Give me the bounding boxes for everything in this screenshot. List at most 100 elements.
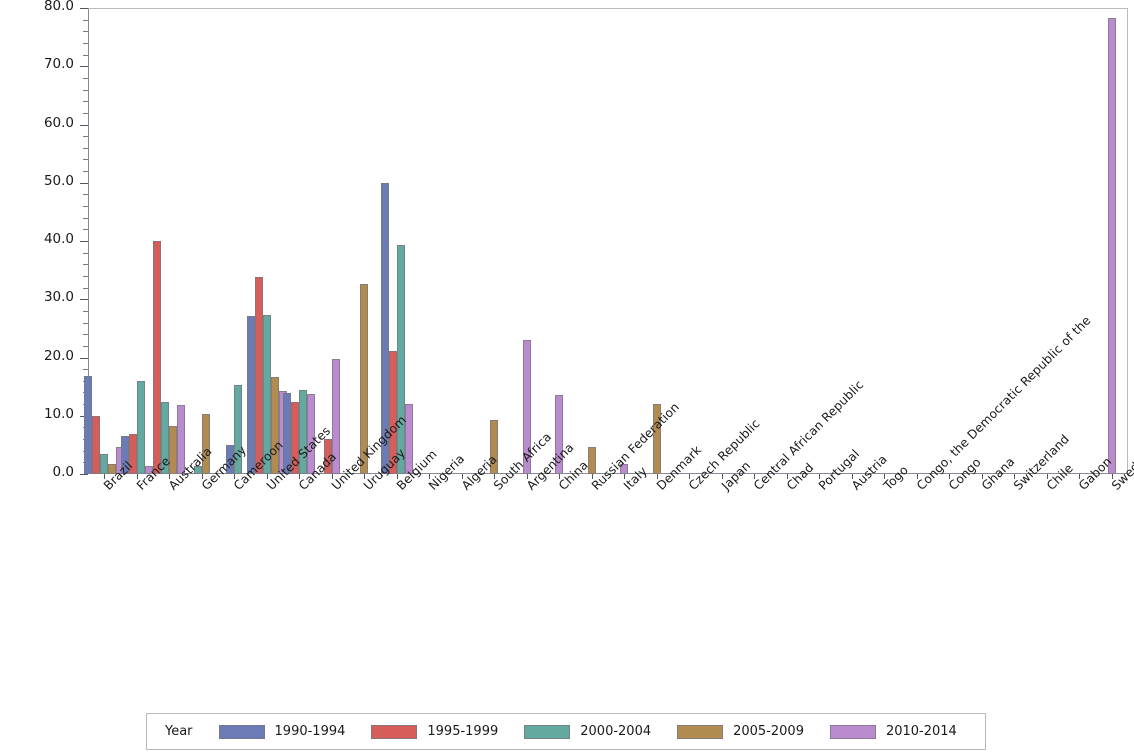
bar (270, 377, 279, 474)
legend-label: 2010-2014 (885, 724, 957, 739)
bar (234, 384, 243, 474)
bar (587, 447, 596, 474)
x-axis-tick (981, 474, 983, 479)
legend-color-swatch (829, 724, 876, 739)
y-axis-minor-tick (83, 275, 88, 277)
chart-legend: Year 1990-1994 1995-1999 2000-2004 2005-200… (146, 713, 986, 750)
y-axis-minor-tick (83, 229, 88, 231)
y-axis-tick-label: 30.0 (43, 289, 74, 306)
bar (100, 454, 109, 474)
legend-entries: 1990-1994 1995-1999 2000-2004 2005-2009 2010… (218, 724, 983, 739)
y-axis-minor-tick (83, 42, 88, 44)
y-axis-minor-tick (83, 31, 88, 33)
bar (246, 315, 255, 474)
y-axis-minor-tick (83, 147, 88, 149)
x-axis-tick (884, 474, 886, 479)
x-axis-tick (104, 474, 106, 479)
x-axis-tick (721, 474, 723, 479)
y-axis-minor-tick (83, 310, 88, 312)
y-axis-major-tick (80, 299, 88, 301)
bar (620, 464, 629, 474)
x-axis-tick (494, 474, 496, 479)
legend-entry[interactable]: 1990-1994 (218, 724, 346, 739)
y-axis-minor-tick (83, 159, 88, 161)
legend-entry[interactable]: 2000-2004 (524, 724, 651, 739)
y-axis-minor-tick (83, 206, 88, 208)
y-axis-major-tick (80, 415, 88, 417)
legend-color-swatch (218, 724, 265, 739)
bar (169, 426, 178, 474)
bar (120, 435, 129, 474)
bar (201, 414, 210, 474)
y-axis-major-tick (80, 8, 88, 9)
y-axis-minor-tick (83, 89, 88, 91)
legend-entry[interactable]: 2005-2009 (677, 724, 804, 739)
y-axis-tick-label: 50.0 (43, 172, 74, 189)
x-axis-tick (624, 474, 626, 479)
y-axis-minor-tick (83, 171, 88, 173)
bar (522, 340, 531, 474)
y-axis-minor-tick (83, 19, 88, 21)
legend-entry[interactable]: 2010-2014 (829, 724, 957, 739)
legend-entry[interactable]: 1995-1999 (371, 724, 498, 739)
x-axis-tick (526, 474, 528, 479)
legend-label: 1990-1994 (274, 724, 346, 739)
x-axis-tick (136, 474, 138, 479)
x-axis-tick (1046, 474, 1048, 479)
y-axis-minor-tick (83, 112, 88, 114)
y-axis-tick-label: 0.0 (52, 464, 74, 480)
y-axis-minor-tick (83, 217, 88, 219)
y-axis-tick-label: 40.0 (43, 231, 74, 247)
x-axis-tick (169, 474, 171, 479)
y-axis-major-tick (80, 474, 88, 475)
bar (84, 376, 93, 474)
bar (254, 276, 263, 474)
x-axis-tick (851, 474, 853, 479)
bar (360, 284, 369, 474)
y-axis-tick-label: 70.0 (43, 56, 74, 73)
y-axis-minor-tick (83, 194, 88, 196)
bar (136, 380, 145, 474)
x-axis-tick (949, 474, 951, 479)
x-axis-tick (559, 474, 561, 479)
y-axis-tick-label: 10.0 (43, 405, 74, 422)
x-axis-tick (916, 474, 918, 479)
bar (380, 183, 389, 474)
legend-label: 2000-2004 (580, 724, 652, 739)
y-axis-major-tick (80, 241, 88, 242)
legend-label: 1995-1999 (427, 724, 499, 739)
legend-color-swatch (677, 724, 724, 739)
x-axis-tick (786, 474, 788, 479)
y-axis-minor-tick (83, 322, 88, 324)
x-axis-tick (429, 474, 431, 479)
bar (144, 465, 153, 474)
bar (161, 402, 170, 474)
x-axis-tick (299, 474, 301, 479)
y-axis-minor-tick (83, 345, 88, 347)
y-axis-minor-tick (83, 77, 88, 79)
bar (652, 403, 661, 474)
y-axis-minor-tick (83, 54, 88, 56)
bars-layer (84, 8, 1128, 474)
x-axis-tick (201, 474, 203, 479)
bar (396, 244, 405, 474)
bar (291, 401, 300, 474)
x-axis-tick (819, 474, 821, 479)
x-axis-tick (396, 474, 398, 479)
bar (323, 439, 332, 474)
bar (226, 444, 235, 474)
x-axis-tick (266, 474, 268, 479)
y-axis-major-tick (80, 357, 88, 359)
y-axis-major-tick (80, 182, 88, 184)
x-axis-tick (461, 474, 463, 479)
y-axis-minor-tick (83, 264, 88, 266)
bar (283, 393, 292, 474)
legend-title: Year (165, 724, 193, 739)
bar (1107, 17, 1116, 474)
x-axis-tick (331, 474, 333, 479)
x-axis-tick (656, 474, 658, 479)
bar (490, 420, 499, 474)
legend-label: 2005-2009 (733, 724, 804, 739)
bar (193, 465, 202, 474)
